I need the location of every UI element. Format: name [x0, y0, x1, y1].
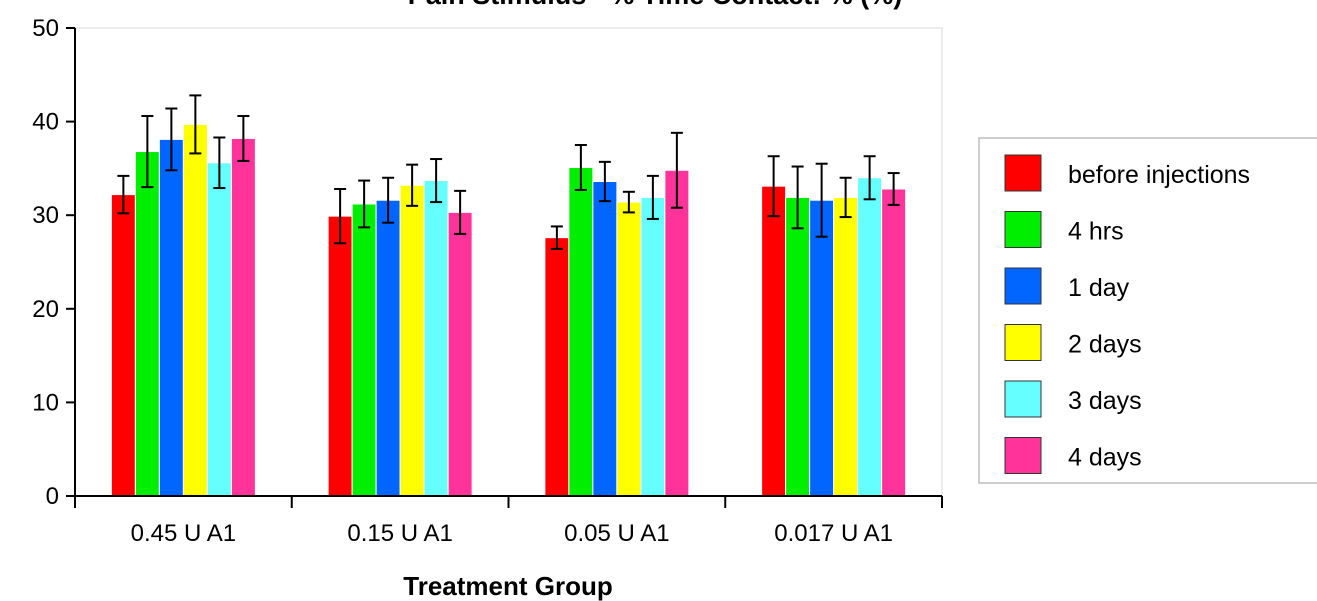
error-bar — [574, 144, 587, 191]
error-bar — [622, 190, 635, 214]
error-bars-layer — [117, 94, 900, 250]
error-bar — [598, 160, 611, 203]
bar — [640, 196, 666, 497]
bar — [616, 201, 642, 497]
bar — [399, 184, 425, 497]
legend-label: 4 hrs — [1068, 218, 1124, 246]
bars-layer — [110, 123, 907, 497]
error-bar — [358, 179, 371, 229]
bar — [664, 169, 690, 497]
bar — [158, 138, 184, 497]
x-tick-label: 0.05 U A1 — [564, 520, 669, 547]
bar — [568, 166, 594, 497]
legend-swatch — [1004, 154, 1042, 192]
error-bar — [382, 176, 395, 224]
error-bar — [213, 136, 226, 190]
x-tick-label: 0.45 U A1 — [131, 520, 236, 547]
y-tick-label: 0 — [46, 483, 59, 510]
legend-item: 2 days — [1004, 324, 1142, 361]
legend-swatch — [1004, 324, 1042, 361]
legend-item: 1 day — [1004, 267, 1130, 305]
bar — [881, 188, 907, 497]
y-tick-label: 50 — [32, 15, 59, 42]
legend-swatch — [1004, 267, 1042, 305]
x-axis-label: Treatment Group — [403, 571, 612, 601]
bar — [761, 185, 787, 497]
y-axis-ticks: 0 10 20 30 40 50 — [32, 15, 75, 510]
y-tick-label: 20 — [32, 296, 59, 323]
chart-title: Pain Stimulus - % Time Contact: % (%) — [408, 0, 903, 10]
legend-label: 3 days — [1068, 387, 1142, 415]
legend-items: before injections 4 hrs 1 day 2 days 3 days 4… — [1004, 154, 1250, 474]
y-tick-label: 10 — [32, 389, 59, 416]
bar — [182, 123, 208, 497]
legend-label: 4 days — [1068, 444, 1142, 472]
error-bar — [887, 172, 900, 206]
legend-box — [978, 137, 1317, 484]
error-bar — [670, 131, 683, 209]
error-bar — [839, 176, 852, 219]
error-bar — [406, 163, 419, 207]
legend-label: 2 days — [1068, 331, 1142, 359]
bar — [833, 196, 859, 497]
legend-label: before injections — [1068, 161, 1250, 189]
legend-item: 4 days — [1004, 437, 1142, 474]
error-bar — [791, 165, 804, 230]
bar — [206, 162, 232, 497]
error-bar — [334, 187, 347, 245]
legend-swatch — [1004, 211, 1042, 248]
legend-item: before injections — [1004, 154, 1250, 192]
error-bar — [141, 114, 154, 189]
error-bar — [189, 94, 202, 155]
bar — [351, 203, 377, 497]
error-bar — [430, 158, 443, 204]
bar — [423, 180, 449, 497]
bar — [110, 194, 136, 497]
error-bar — [815, 162, 828, 238]
error-bar — [550, 225, 563, 250]
bar — [785, 196, 811, 497]
bar — [230, 137, 256, 497]
x-tick-label: 0.017 U A1 — [774, 520, 893, 547]
bar — [592, 181, 618, 497]
error-bar — [237, 114, 250, 162]
bar — [134, 151, 160, 497]
bar — [327, 215, 353, 497]
error-bar — [863, 155, 876, 201]
bar — [375, 199, 401, 497]
error-bar — [767, 155, 780, 218]
bar — [809, 199, 835, 497]
error-bar — [646, 174, 659, 220]
legend-item: 3 days — [1004, 380, 1142, 418]
legend-item: 4 hrs — [1004, 211, 1124, 248]
error-bar — [165, 107, 178, 172]
y-tick-label: 40 — [32, 109, 59, 136]
error-bar — [454, 189, 467, 235]
x-tick-label: 0.15 U A1 — [347, 520, 452, 547]
legend-swatch — [1004, 437, 1042, 474]
error-bar — [117, 174, 130, 215]
bar — [857, 177, 883, 497]
legend-label: 1 day — [1068, 274, 1130, 302]
bar — [447, 211, 473, 497]
y-tick-label: 30 — [32, 202, 59, 229]
legend: before injections 4 hrs 1 day 2 days 3 days 4… — [978, 137, 1317, 484]
bar — [544, 237, 570, 497]
x-axis-ticks: 0.45 U A1 0.15 U A1 0.05 U A1 0.017 U A1 — [74, 496, 943, 547]
legend-swatch — [1004, 380, 1042, 418]
